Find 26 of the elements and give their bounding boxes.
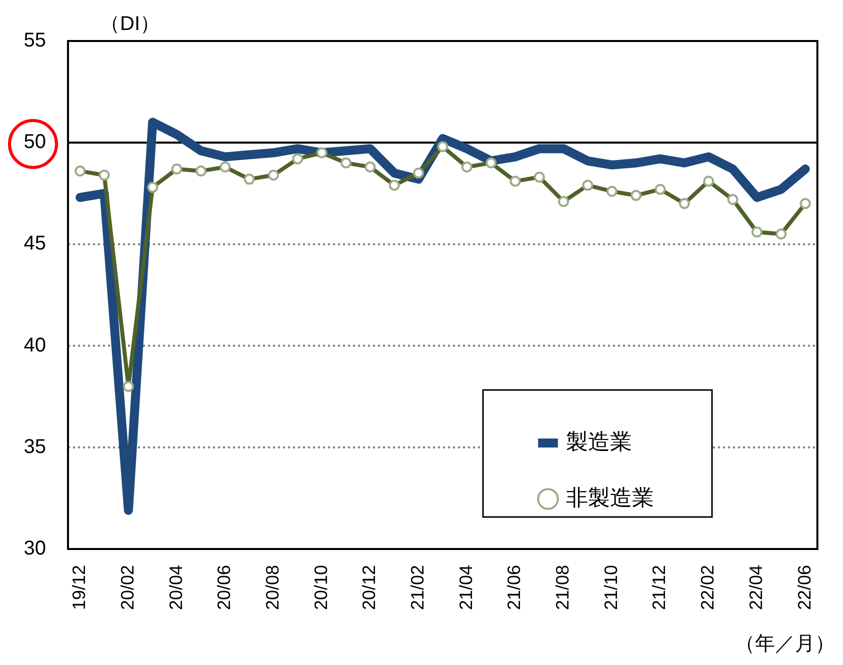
x-tick-label: 21/08 — [552, 565, 573, 610]
x-tick-label: 22/02 — [698, 565, 718, 610]
x-tick-label: 20/10 — [310, 565, 331, 610]
x-tick-label: 21/02 — [407, 565, 428, 610]
x-tick-label: 22/04 — [746, 565, 766, 610]
y-tick-label: 50 — [24, 131, 46, 154]
y-tick-label: 35 — [24, 436, 46, 458]
x-tick-label: 21/10 — [600, 565, 621, 610]
x-tick-label: 21/04 — [456, 565, 476, 610]
y-tick-label: 55 — [24, 30, 46, 52]
x-tick-label: 21/06 — [504, 565, 524, 610]
y-axis-title: （DI） — [100, 12, 160, 37]
x-tick-label: 22/06 — [794, 565, 814, 610]
x-tick-label: 20/02 — [117, 565, 138, 610]
x-tick-label: 20/04 — [166, 565, 186, 610]
x-tick-label: 20/12 — [359, 565, 380, 610]
y-tick-label: 30 — [24, 538, 46, 560]
y-tick-label: 45 — [24, 232, 46, 255]
legend-label: 非製造業 — [566, 485, 654, 510]
x-tick-label: 21/12 — [649, 565, 670, 610]
x-tick-label: 19/12 — [69, 565, 90, 610]
y-tick-label: 40 — [24, 334, 46, 356]
legend-label: 製造業 — [566, 429, 632, 454]
x-axis-title: （年／月） — [735, 632, 835, 657]
x-tick-label: 20/08 — [262, 565, 282, 610]
x-tick-label: 20/06 — [214, 565, 234, 610]
